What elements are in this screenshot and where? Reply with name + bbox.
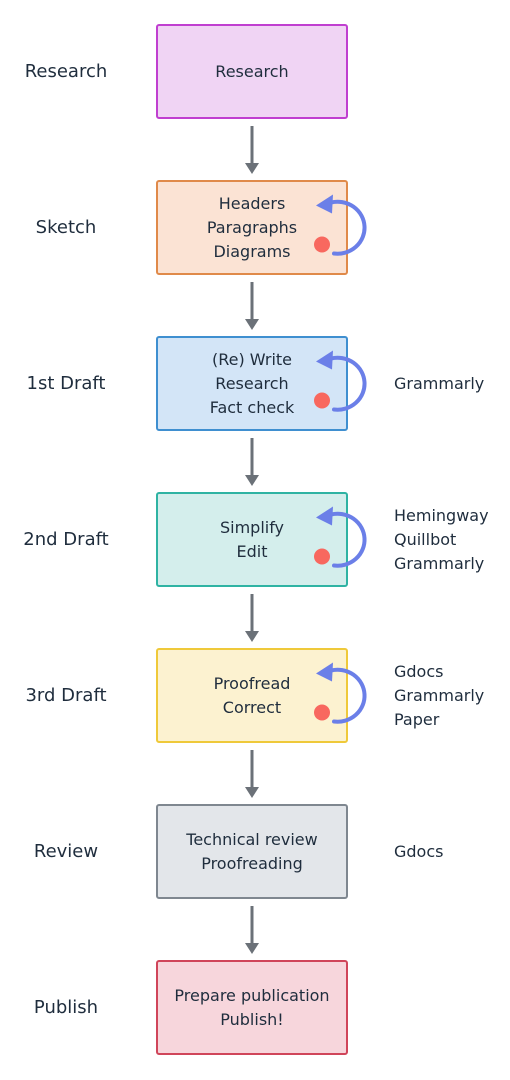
- stage-box-line: Correct: [222, 697, 282, 717]
- stage-box-line: Simplify: [219, 517, 285, 537]
- stage-label-sketch: Sketch: [35, 216, 97, 238]
- stage-box-line: Headers: [218, 193, 286, 213]
- stage-box-1st-draft: (Re) Write Research Fact check: [156, 336, 348, 431]
- arrow-down-icon: [245, 438, 259, 486]
- stage-box-line: Prepare publication: [174, 985, 330, 1005]
- stage-box-sketch: Headers Paragraphs Diagrams: [156, 180, 348, 275]
- tool-item: Grammarly: [394, 553, 485, 573]
- stage-box-line: Proofread: [213, 673, 291, 693]
- stage-label-research: Research: [24, 60, 108, 82]
- stage-box-review: Technical review Proofreading: [156, 804, 348, 899]
- stage-box-line: Edit: [236, 541, 268, 561]
- stage-label-review: Review: [33, 840, 99, 862]
- stage-box-line: Paragraphs: [206, 217, 298, 237]
- stage-box-line: Research: [215, 373, 289, 393]
- arrow-down-icon: [245, 126, 259, 174]
- arrow-down-icon: [245, 282, 259, 330]
- stage-box-3rd-draft: Proofread Correct: [156, 648, 348, 743]
- stage-box-line: Fact check: [209, 397, 295, 417]
- stage-box-2nd-draft: Simplify Edit: [156, 492, 348, 587]
- tool-item: Gdocs: [394, 841, 444, 861]
- arrow-down-icon: [245, 906, 259, 954]
- stage-label-3rd-draft: 3rd Draft: [25, 684, 107, 706]
- stage-label-2nd-draft: 2nd Draft: [23, 528, 109, 550]
- stage-box-line: Technical review: [186, 829, 318, 849]
- arrow-down-icon: [245, 750, 259, 798]
- tools-list-2nd-draft: Hemingway Quillbot Grammarly: [394, 504, 510, 576]
- tool-item: Paper: [394, 709, 440, 729]
- arrow-down-icon: [245, 594, 259, 642]
- tool-item: Gdocs: [394, 661, 444, 681]
- stage-label-1st-draft: 1st Draft: [26, 372, 106, 394]
- tool-item: Quillbot: [394, 529, 457, 549]
- tools-list-review: Gdocs: [394, 840, 510, 864]
- stage-box-research: Research: [156, 24, 348, 119]
- stage-label-publish: Publish: [33, 996, 99, 1018]
- stage-box-line: Publish!: [220, 1009, 284, 1029]
- tool-item: Hemingway: [394, 505, 489, 525]
- stage-box-line: (Re) Write: [211, 349, 293, 369]
- tools-list-1st-draft: Grammarly: [394, 372, 510, 396]
- stage-box-publish: Prepare publication Publish!: [156, 960, 348, 1055]
- tool-item: Grammarly: [394, 685, 485, 705]
- tool-item: Grammarly: [394, 373, 485, 393]
- stage-box-line: Diagrams: [213, 241, 291, 261]
- stage-box-line: Proofreading: [201, 853, 303, 873]
- stage-box-line: Research: [215, 61, 289, 81]
- tools-list-3rd-draft: Gdocs Grammarly Paper: [394, 660, 510, 732]
